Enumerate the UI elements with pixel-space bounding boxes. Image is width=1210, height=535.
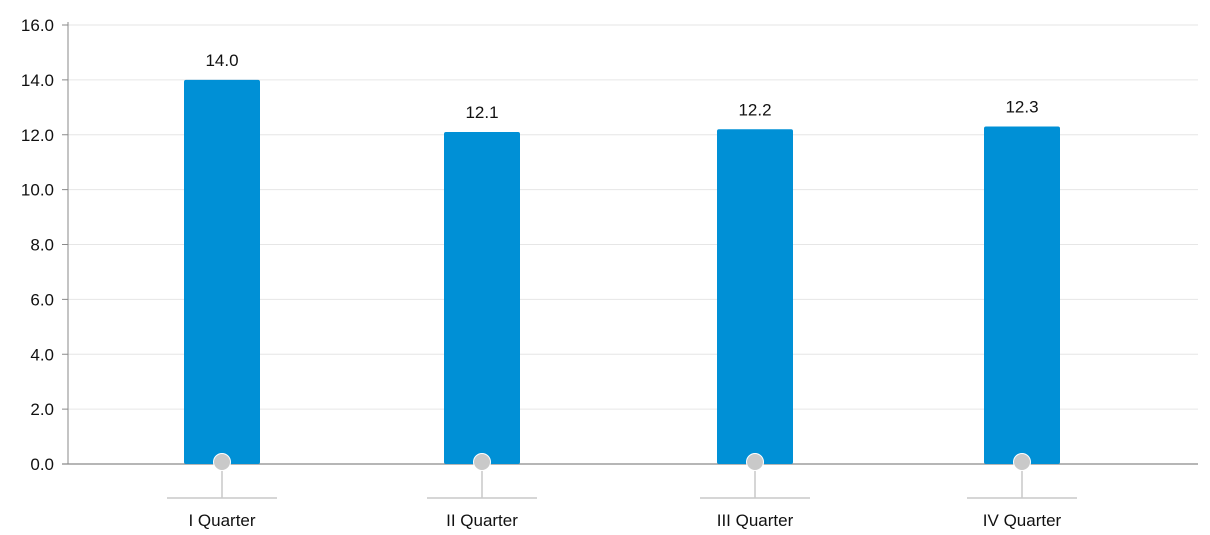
y-tick-label: 6.0 [30,290,54,309]
marker-dot [213,453,231,471]
data-label: 14.0 [205,51,238,70]
x-tick-label: IV Quarter [983,511,1062,530]
y-tick-label: 2.0 [30,400,54,419]
y-axis-tick-labels: 0.0 2.0 4.0 6.0 8.0 10.0 12.0 14.0 16.0 [21,16,54,474]
y-tick-label: 14.0 [21,71,54,90]
marker-dot [746,453,764,471]
data-label: 12.1 [465,103,498,122]
y-tick-label: 12.0 [21,126,54,145]
marker-dot [473,453,491,471]
marker-dot [1013,453,1031,471]
y-tick-label: 0.0 [30,455,54,474]
y-tick-label: 8.0 [30,236,54,255]
category-markers [167,453,1077,499]
data-labels: 14.0 12.1 12.2 12.3 [205,51,1038,122]
data-label: 12.2 [738,100,771,119]
bars [184,79,1060,465]
bar [984,126,1060,465]
bar [184,79,260,464]
x-tick-label: I Quarter [188,511,255,530]
data-label: 12.3 [1005,98,1038,117]
y-tick-label: 10.0 [21,181,54,200]
x-axis-tick-labels: I Quarter II Quarter III Quarter IV Quarter [188,511,1061,530]
x-tick-label: III Quarter [717,511,794,530]
bar [444,132,520,464]
bar [717,129,793,464]
y-tick-label: 4.0 [30,345,54,364]
y-tick-label: 16.0 [21,16,54,35]
x-tick-label: II Quarter [446,511,518,530]
